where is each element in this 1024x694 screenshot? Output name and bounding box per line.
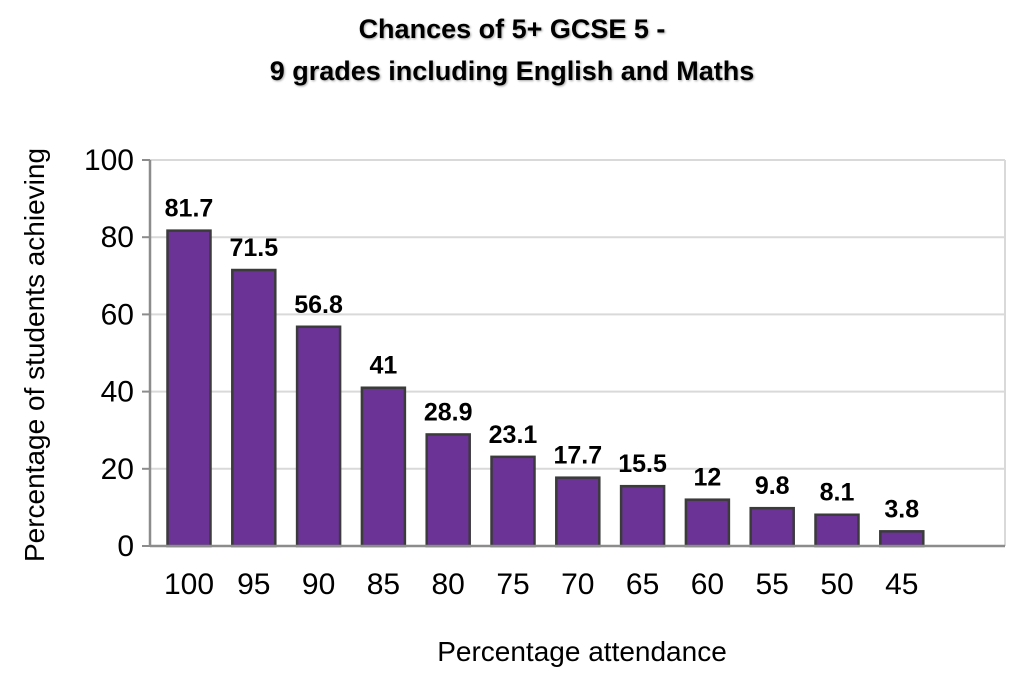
- data-label: 15.5: [618, 450, 667, 478]
- chart-title-line-2: 9 grades including English and Maths: [269, 56, 755, 86]
- bar: [879, 530, 925, 548]
- x-tick-label: 90: [302, 568, 335, 601]
- y-axis-title: Percentage of students achieving: [19, 148, 50, 562]
- data-label: 56.8: [294, 291, 343, 319]
- bars: [166, 229, 925, 548]
- data-label: 41: [369, 352, 397, 380]
- data-label: 3.8: [884, 495, 919, 523]
- chart-title-line-1: Chances of 5+ GCSE 5 -: [358, 14, 666, 44]
- bar: [555, 476, 601, 548]
- data-label: 9.8: [755, 472, 790, 500]
- bar: [814, 513, 860, 548]
- bar: [231, 268, 277, 548]
- x-tick-label: 65: [626, 568, 659, 601]
- y-tick-label: 20: [101, 453, 134, 486]
- y-tick-label: 60: [101, 298, 134, 331]
- x-tick-label: 95: [237, 568, 270, 601]
- x-tick-label: 50: [820, 568, 853, 601]
- data-label: 12: [693, 464, 721, 492]
- x-tick-label: 80: [432, 568, 465, 601]
- x-tick-label: 60: [691, 568, 724, 601]
- y-tick-label: 0: [117, 530, 134, 563]
- x-tick-label: 45: [885, 568, 918, 601]
- x-tick-label: 85: [367, 568, 400, 601]
- bar: [425, 433, 471, 548]
- data-label: 81.7: [165, 195, 214, 223]
- y-tick-label: 100: [84, 144, 134, 177]
- y-tick-label: 40: [101, 376, 134, 409]
- x-tick-label: 75: [496, 568, 529, 601]
- data-label: 71.5: [229, 234, 278, 262]
- data-label: 8.1: [820, 479, 855, 507]
- data-label: 23.1: [489, 421, 538, 449]
- bar: [619, 484, 666, 548]
- x-tick-label: 70: [561, 568, 594, 601]
- bar: [684, 498, 731, 548]
- bar: [295, 325, 342, 548]
- x-tick-label: 100: [164, 568, 214, 601]
- y-tick-label: 80: [101, 221, 134, 254]
- bar: [360, 386, 407, 548]
- gridlines: [150, 159, 1006, 546]
- chart-title: Chances of 5+ GCSE 5 - 9 grades includin…: [0, 8, 1024, 92]
- bar: [490, 455, 536, 548]
- data-label: 17.7: [553, 442, 602, 470]
- data-label: 28.9: [424, 398, 473, 426]
- x-axis-title: Percentage attendance: [437, 636, 727, 667]
- axes: 0 20 40 60 80 100 100 95 90 85 80 75 70 65 60 55 50 45: [84, 144, 1005, 601]
- data-labels: 81.7 71.5 56.8 41 28.9 23.1 17.7 15.5 12 9.8 8.1 3.…: [165, 195, 920, 524]
- x-tick-label: 55: [756, 568, 789, 601]
- bar: [166, 229, 212, 548]
- bar: [749, 506, 795, 548]
